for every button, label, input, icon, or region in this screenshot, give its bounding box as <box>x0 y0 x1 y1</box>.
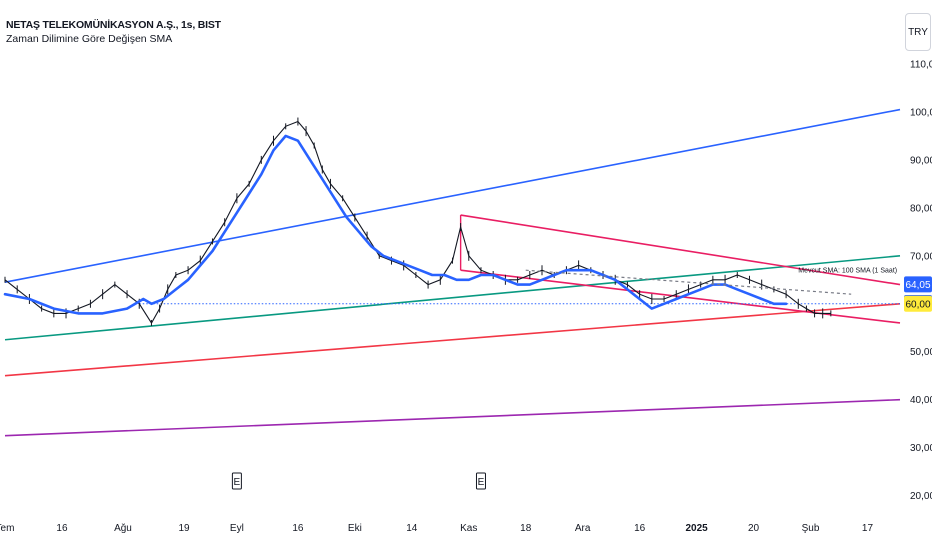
earnings-marker <box>231 472 242 490</box>
earnings-marker-label: E <box>234 477 241 488</box>
x-tick-label: Ağu <box>114 523 132 534</box>
price-series <box>4 117 832 326</box>
x-tick-label: 16 <box>634 523 646 534</box>
earnings-marker <box>475 472 486 490</box>
x-tick-label: Eki <box>348 523 362 534</box>
chart-legend: NETAŞ TELEKOMÜNİKASYON A.Ş., 1s, BIST Za… <box>6 18 221 46</box>
sma-projection-line <box>525 269 852 295</box>
price-badge-label: 60,00 <box>905 299 930 310</box>
y-tick-label: 100,0 <box>910 107 932 118</box>
trend-line <box>460 214 901 286</box>
x-tick-label: 14 <box>406 523 418 534</box>
sma-line <box>3 134 788 315</box>
y-tick-label: 80,00 <box>910 203 932 214</box>
x-tick-label: 17 <box>862 523 874 534</box>
trend-line <box>4 398 901 437</box>
trend-line <box>4 302 901 377</box>
y-tick-label: 90,00 <box>910 155 932 166</box>
x-tick-label: 18 <box>520 523 532 534</box>
x-tick-label: Kas <box>460 523 477 534</box>
y-tick-label: 110,0 <box>910 59 932 70</box>
trend-lines <box>4 108 901 437</box>
chart-annotations: Mevcut SMA: 100 SMA (1 Saat) E E <box>231 268 897 490</box>
y-tick-label: 40,00 <box>910 395 932 406</box>
x-tick-label: 20 <box>748 523 760 534</box>
x-tick-label: 19 <box>178 523 190 534</box>
y-tick-label: 30,00 <box>910 443 932 454</box>
symbol-title[interactable]: NETAŞ TELEKOMÜNİKASYON A.Ş., 1s, BIST <box>6 19 221 31</box>
x-tick-label: Tem <box>0 523 14 534</box>
x-tick-label: 16 <box>56 523 68 534</box>
x-tick-label: Eyl <box>230 523 244 534</box>
price-badge-label: 64,05 <box>905 280 930 291</box>
y-tick-label: 70,00 <box>910 251 932 262</box>
price-badge <box>904 295 932 312</box>
x-tick-label: 2025 <box>685 523 708 534</box>
y-tick-label: 20,00 <box>910 491 932 502</box>
x-tick-label: Şub <box>802 523 820 534</box>
trend-line <box>4 255 901 341</box>
earnings-marker-label: E <box>478 477 485 488</box>
x-tick-label: Ara <box>575 523 591 534</box>
y-tick-label: 50,00 <box>910 347 932 358</box>
indicator-label[interactable]: Zaman Dilimine Göre Değişen SMA <box>6 33 173 45</box>
sma-annotation: Mevcut SMA: 100 SMA (1 Saat) <box>798 268 897 275</box>
trend-line <box>4 108 901 283</box>
price-line <box>4 120 831 325</box>
price-badge <box>904 276 932 293</box>
x-axis: Tem 16 Ağu 19 Eyl 16 Eki 14 Kas 18 Ara 16 2025 20 Şub 1… <box>0 523 873 534</box>
currency-button[interactable]: TRY <box>905 13 931 51</box>
sma-series <box>3 134 852 315</box>
x-tick-label: 16 <box>292 523 304 534</box>
